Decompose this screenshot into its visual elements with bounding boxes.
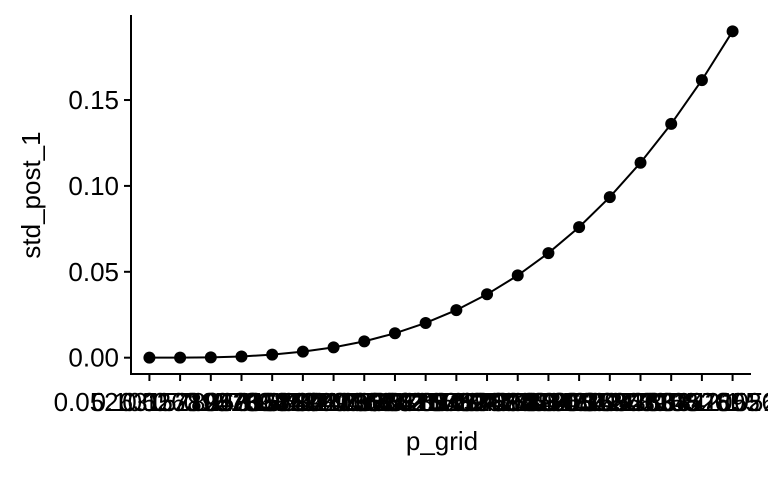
x-tick-label: 0.789473684210526 [491, 387, 730, 417]
data-point [358, 335, 371, 348]
data-point [204, 351, 217, 364]
x-tick-label: 0 [142, 387, 156, 417]
x-tick-label: 0.263157894736842 [184, 387, 423, 417]
y-tick-label: 0.05 [68, 257, 119, 287]
data-point [266, 348, 279, 361]
y-tick-label: 0.15 [68, 85, 119, 115]
data-point [419, 316, 432, 329]
data-point [143, 351, 156, 364]
x-tick-label: 1 [725, 387, 739, 417]
x-tick-label: 0.947368421052632 [583, 387, 768, 417]
data-point [726, 25, 739, 38]
data-point [235, 350, 248, 363]
x-axis-title: p_grid [406, 426, 478, 456]
data-point [665, 117, 678, 130]
y-tick-label: 0.10 [68, 171, 119, 201]
x-tick-label: 0.736842105263158 [460, 387, 699, 417]
data-point [388, 327, 401, 340]
data-point [481, 288, 494, 301]
data-point [450, 304, 463, 317]
x-tick-label: 0.368421052631579 [245, 387, 484, 417]
x-tick-label: 0.0526315789473684 [54, 387, 307, 417]
data-point [634, 156, 647, 169]
data-point [573, 221, 586, 234]
data-point [511, 269, 524, 282]
x-tick-label: 0.526315789473684 [337, 387, 576, 417]
y-tick-label: 0.00 [68, 343, 119, 373]
data-point [603, 191, 616, 204]
y-axis-title: std_post_1 [16, 131, 46, 258]
x-tick-label: 0.157894736842105 [122, 387, 361, 417]
x-tick-label: 0.684210526315789 [429, 387, 668, 417]
x-tick-label: 0.315789473684211 [215, 387, 452, 417]
x-tick-label: 0.210526315789474 [153, 387, 392, 417]
x-tick-label: 0.842105263157895 [521, 387, 760, 417]
x-tick-label: 0.421052631578947 [276, 387, 515, 417]
x-tick-label: 0.578947368421053 [368, 387, 607, 417]
data-point [695, 74, 708, 87]
x-tick-label: 0.894736842105263 [552, 387, 768, 417]
data-point [174, 351, 187, 364]
x-tick-label: 0.631578947368421 [398, 387, 637, 417]
data-point [327, 341, 340, 354]
data-point [542, 247, 555, 260]
data-point [296, 345, 309, 358]
x-tick-label: 0.473684210526316 [306, 387, 545, 417]
x-tick-label: 0.105263157894737 [92, 387, 331, 417]
